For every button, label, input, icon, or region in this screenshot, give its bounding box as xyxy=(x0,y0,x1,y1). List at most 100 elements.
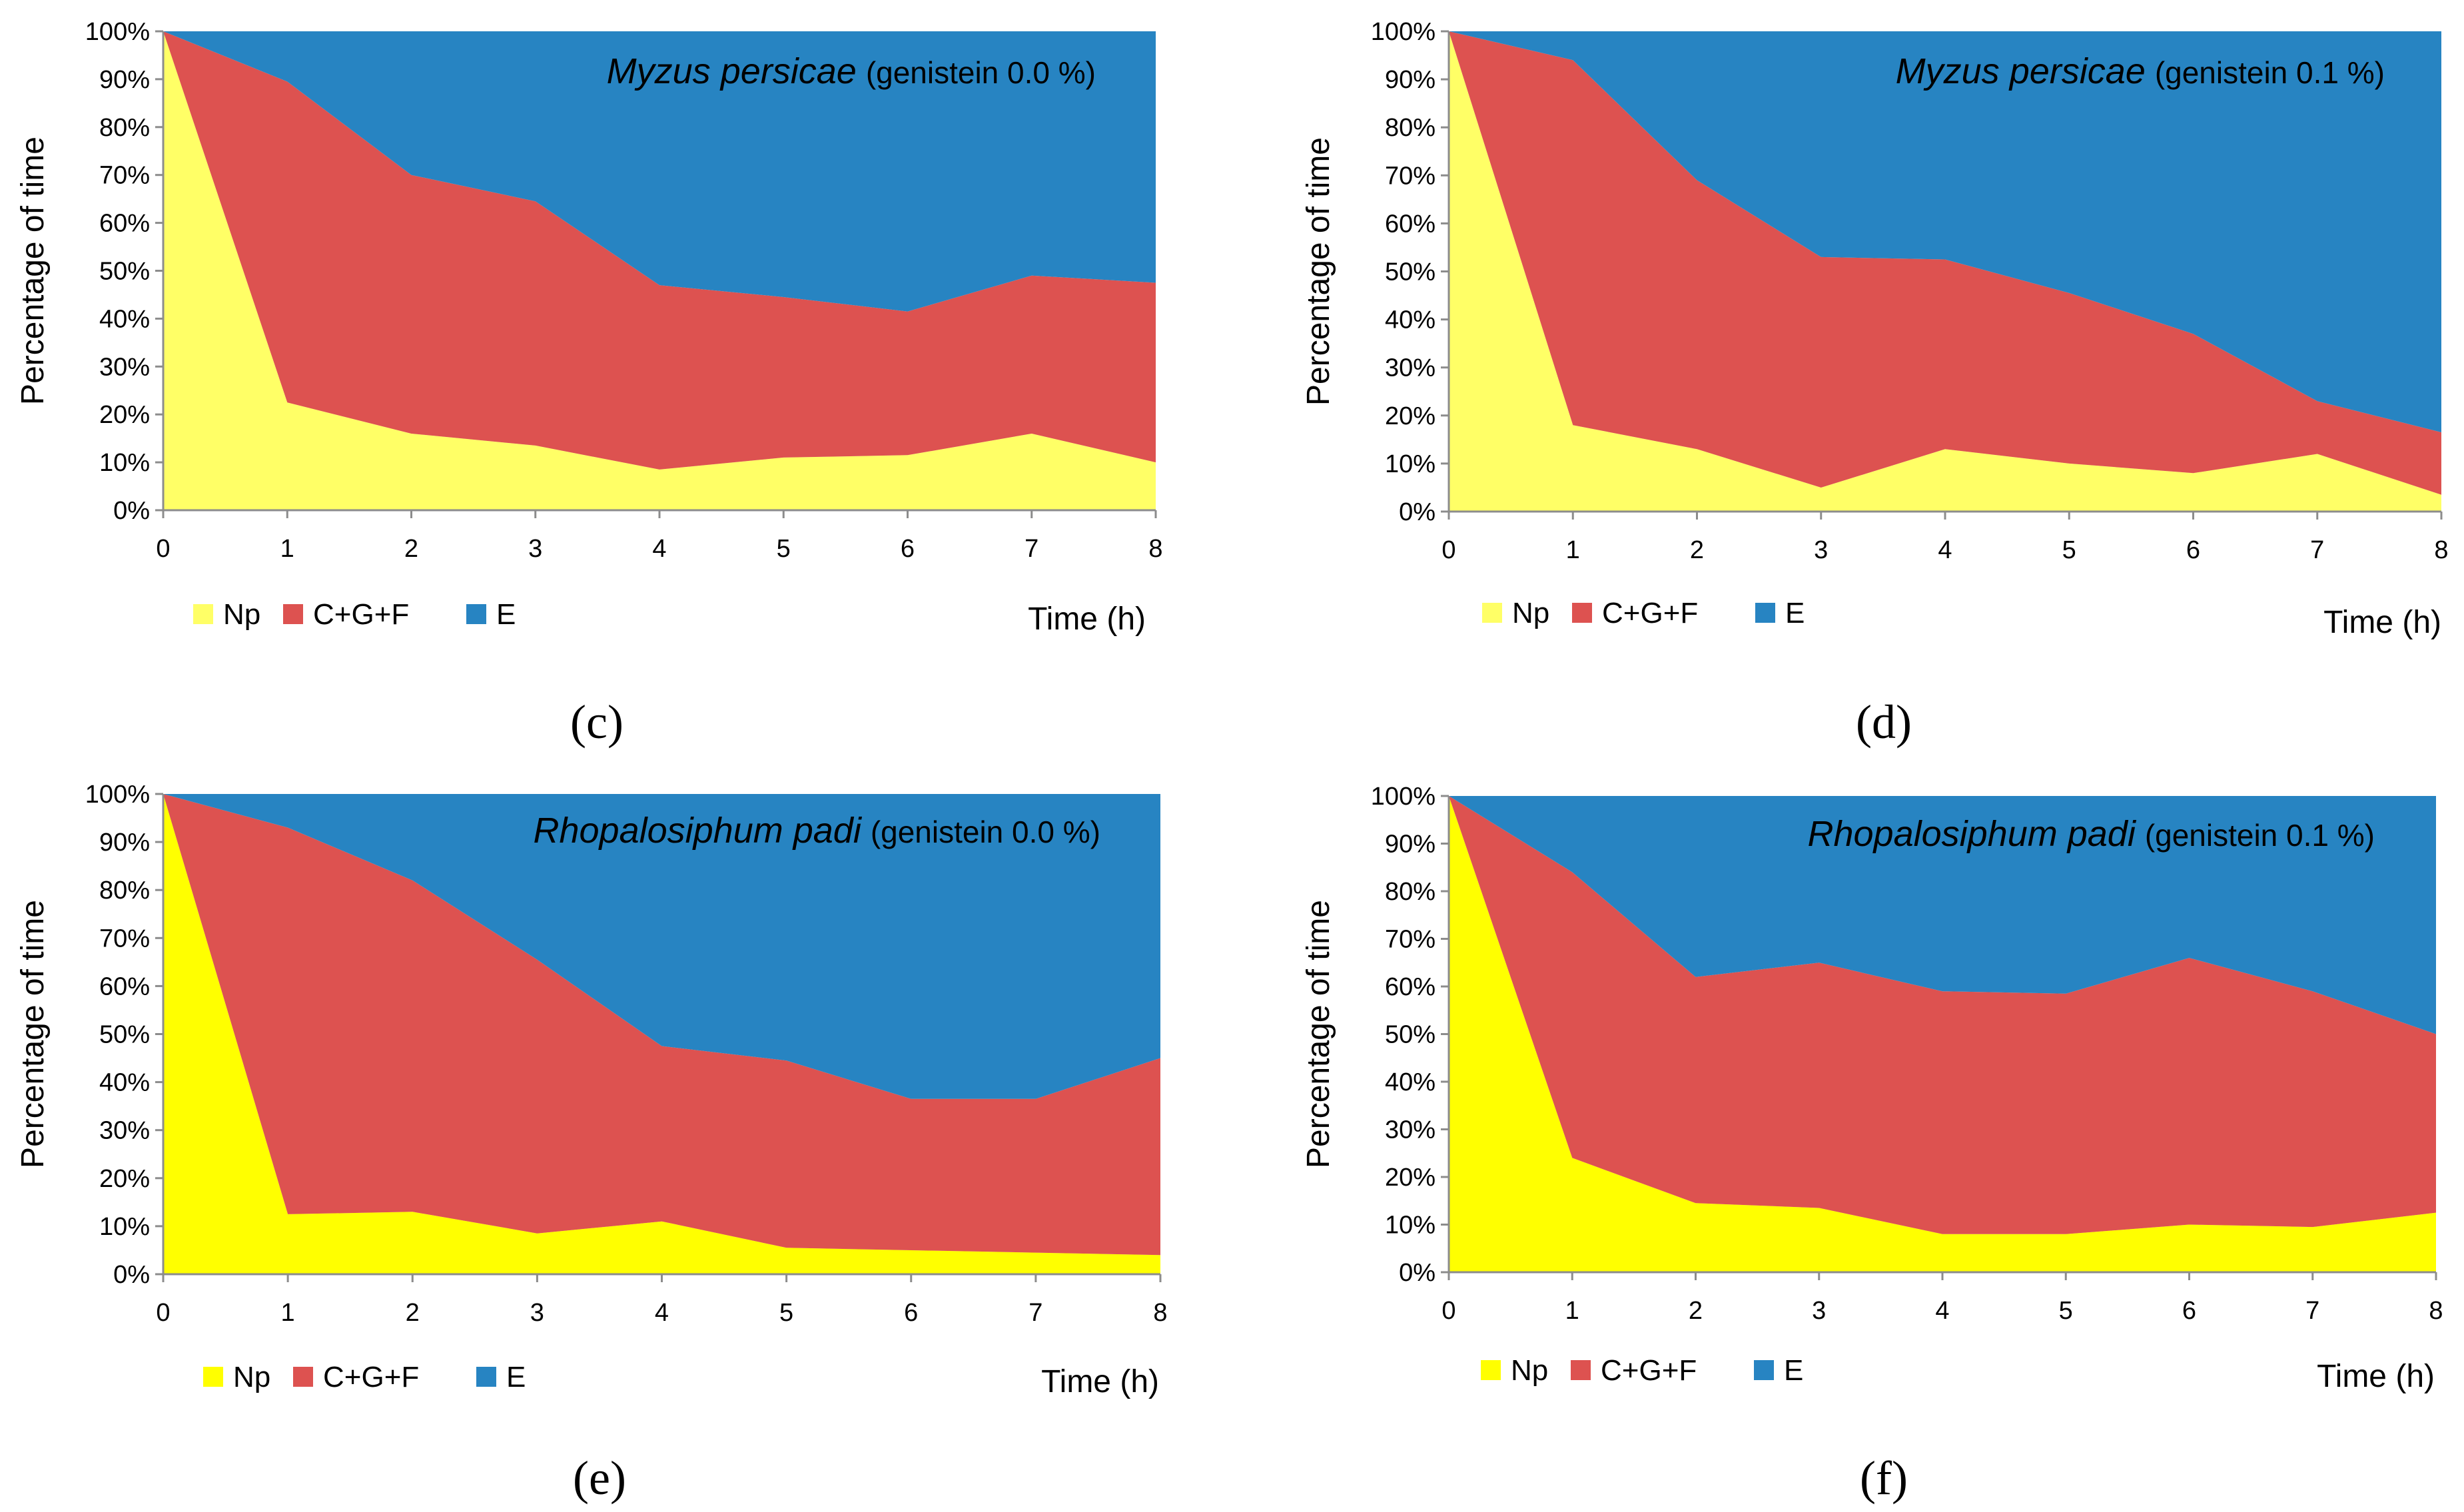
y-tick-label: 80% xyxy=(1385,114,1436,142)
panel-label: (e) xyxy=(573,1451,626,1505)
y-tick-label: 90% xyxy=(1385,831,1436,859)
legend-label-2: C+G+F xyxy=(1601,1354,1697,1387)
x-tick-label: 5 xyxy=(777,535,791,563)
chart-4: 0% 10% 20% 30% 40% 50% 60% 70% 80% 90% 100% 0 1 2 3 4 5 6… xyxy=(1301,783,2443,1505)
x-tick-label: 3 xyxy=(528,535,542,563)
y-tick-label: 40% xyxy=(99,305,150,333)
x-axis-title: Time (h) xyxy=(2317,1359,2435,1394)
legend-swatch-3 xyxy=(476,1367,496,1387)
x-tick-label: 1 xyxy=(1565,1297,1579,1325)
y-tick-label: 80% xyxy=(99,114,150,142)
area-c-g-f xyxy=(1449,31,2441,495)
chart-1: 0% 10% 20% 30% 40% 50% 60% 70% 80% 90% 100% 0 1 2 3 4 5 6… xyxy=(15,18,1163,749)
y-tick-label: 50% xyxy=(99,258,150,286)
legend-label-2: C+G+F xyxy=(323,1361,419,1393)
x-tick-label: 7 xyxy=(1025,535,1038,563)
x-tick-label: 0 xyxy=(156,535,170,563)
x-tick-label: 1 xyxy=(281,1299,295,1327)
x-tick-label: 4 xyxy=(652,535,666,563)
area-np xyxy=(163,794,1160,1274)
x-tick-label: 6 xyxy=(904,1299,918,1327)
x-axis-title: Time (h) xyxy=(1028,601,1146,637)
y-tick-label: 30% xyxy=(1385,1116,1436,1144)
y-tick-label: 30% xyxy=(99,353,150,381)
chart-title-condition: (genistein 0.0 %) xyxy=(866,55,1096,90)
y-tick-label: 20% xyxy=(99,1165,150,1193)
y-tick-label: 30% xyxy=(1385,354,1436,382)
legend-label-1: Np xyxy=(223,598,260,631)
panel-label: (f) xyxy=(1860,1451,1908,1505)
chart-title-species: Myzus persicae xyxy=(1896,51,2146,91)
y-axis-title: Percentage of time xyxy=(15,137,51,405)
area-e xyxy=(1449,31,2441,432)
chart-title-condition: (genistein 0.1 %) xyxy=(2155,55,2385,90)
y-tick-label: 20% xyxy=(1385,1164,1436,1192)
legend-label-1: Np xyxy=(1511,1354,1548,1387)
y-tick-label: 60% xyxy=(99,210,150,238)
y-tick-label: 50% xyxy=(99,1021,150,1049)
y-tick-label: 20% xyxy=(1385,402,1436,430)
y-tick-label: 70% xyxy=(1385,926,1436,954)
chart-title: Myzus persicae (genistein 0.1 %) xyxy=(1896,51,2385,91)
y-tick-label: 90% xyxy=(99,66,150,94)
y-tick-label: 40% xyxy=(1385,306,1436,334)
legend-swatch-3 xyxy=(1754,1360,1774,1380)
y-tick-label: 80% xyxy=(99,877,150,905)
y-tick-label: 10% xyxy=(99,1213,150,1241)
chart-title: Myzus persicae (genistein 0.0 %) xyxy=(607,51,1096,91)
x-tick-label: 7 xyxy=(2305,1297,2319,1325)
y-tick-label: 10% xyxy=(1385,450,1436,478)
y-tick-label: 100% xyxy=(1371,18,1436,46)
y-tick-label: 90% xyxy=(99,829,150,857)
legend-swatch-1 xyxy=(203,1367,223,1387)
y-tick-label: 100% xyxy=(85,781,150,809)
y-tick-label: 0% xyxy=(1399,498,1436,526)
x-axis-title: Time (h) xyxy=(1041,1364,1159,1399)
x-tick-label: 8 xyxy=(2434,536,2448,564)
panel-label: (c) xyxy=(570,695,623,749)
x-tick-label: 0 xyxy=(1441,536,1455,564)
legend-swatch-2 xyxy=(283,604,303,624)
chart-title-species: Rhopalosiphum padi xyxy=(1807,814,2136,854)
legend-swatch-3 xyxy=(1755,603,1775,623)
x-tick-label: 1 xyxy=(280,535,294,563)
x-tick-label: 4 xyxy=(655,1299,669,1327)
area-np xyxy=(1449,31,2441,512)
x-tick-label: 6 xyxy=(2186,536,2200,564)
x-tick-label: 2 xyxy=(404,535,418,563)
x-tick-label: 8 xyxy=(1148,535,1162,563)
y-tick-label: 10% xyxy=(1385,1212,1436,1240)
x-tick-label: 0 xyxy=(1441,1297,1455,1325)
y-tick-label: 0% xyxy=(1399,1259,1436,1287)
x-tick-label: 1 xyxy=(1566,536,1580,564)
y-tick-label: 90% xyxy=(1385,66,1436,94)
area-c-g-f xyxy=(1449,796,2436,1234)
x-tick-label: 6 xyxy=(2182,1297,2196,1325)
y-axis-title: Percentage of time xyxy=(15,900,51,1168)
y-tick-label: 80% xyxy=(1385,878,1436,906)
legend-label-1: Np xyxy=(233,1361,270,1393)
y-tick-label: 0% xyxy=(113,497,150,525)
area-e xyxy=(163,794,1160,1099)
area-c-g-f xyxy=(163,794,1160,1256)
x-tick-label: 7 xyxy=(2310,536,2324,564)
y-axis-title: Percentage of time xyxy=(1301,900,1336,1168)
x-tick-label: 6 xyxy=(901,535,915,563)
y-tick-label: 0% xyxy=(113,1261,150,1289)
chart-2: 0% 10% 20% 30% 40% 50% 60% 70% 80% 90% 100% 0 1 2 3 4 5 6… xyxy=(1301,18,2449,749)
x-tick-label: 5 xyxy=(2059,1297,2073,1325)
y-tick-label: 50% xyxy=(1385,258,1436,286)
chart-title: Rhopalosiphum padi (genistein 0.1 %) xyxy=(1807,814,2375,854)
y-tick-label: 40% xyxy=(1385,1068,1436,1096)
chart-title-condition: (genistein 0.0 %) xyxy=(871,815,1100,849)
x-tick-label: 7 xyxy=(1028,1299,1042,1327)
legend-label-3: E xyxy=(496,598,516,631)
area-e xyxy=(1449,796,2436,1034)
y-tick-label: 40% xyxy=(99,1069,150,1097)
x-tick-label: 3 xyxy=(1812,1297,1826,1325)
legend-label-3: E xyxy=(1785,597,1805,629)
legend-swatch-2 xyxy=(1572,603,1592,623)
x-tick-label: 5 xyxy=(2062,536,2076,564)
y-tick-label: 100% xyxy=(85,18,150,46)
x-tick-label: 2 xyxy=(1689,1297,1703,1325)
